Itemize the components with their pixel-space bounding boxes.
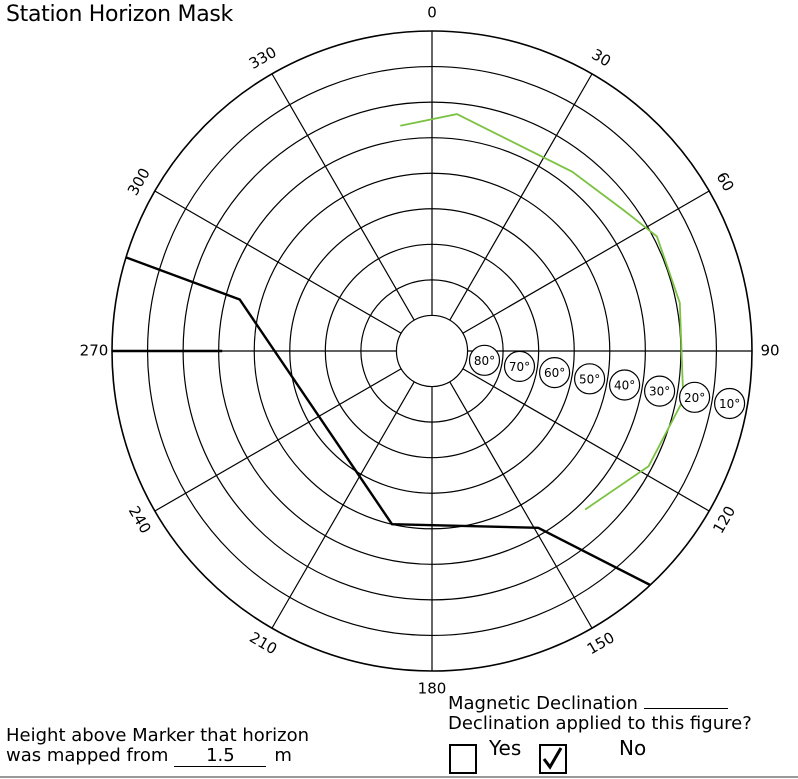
elevation-label-10: 10° [713, 387, 746, 420]
azimuth-label-180: 180 [418, 680, 447, 698]
elevation-label-80: 80° [468, 344, 501, 376]
azimuth-label-0: 0 [427, 4, 437, 22]
azimuth-label-240: 240 [125, 503, 155, 537]
horizon-trace-1 [400, 113, 685, 511]
azimuth-label-270: 270 [80, 342, 109, 360]
elevation-badge [573, 363, 606, 395]
bottom-divider [0, 776, 798, 778]
ring-el-80 [395, 314, 469, 388]
height-value-field[interactable]: 1.5 [174, 746, 267, 767]
yes-checkbox[interactable] [449, 744, 477, 774]
elevation-badge-text: 10° [719, 397, 740, 411]
declination-block: Magnetic Declination Declination applied… [448, 694, 752, 734]
elevation-badge-text: 30° [649, 385, 670, 399]
azimuth-label-300: 300 [124, 165, 154, 199]
horizon-traces [112, 113, 685, 587]
yes-label: Yes [489, 736, 522, 760]
elevation-label-30: 30° [643, 375, 676, 407]
declination-applied-question: Declination applied to this figure? [448, 713, 752, 734]
spoke-210 [271, 381, 415, 629]
elevation-badge [643, 375, 676, 407]
elevation-badge-text: 70° [509, 360, 530, 374]
magnetic-declination-blank[interactable] [643, 694, 728, 709]
azimuth-label-330: 330 [246, 43, 280, 73]
azimuth-label-210: 210 [246, 628, 280, 658]
declination-choices: Yes No [449, 736, 779, 774]
azimuth-label-90: 90 [760, 342, 779, 360]
elevation-badge-text: 50° [579, 372, 600, 386]
elevation-badge [713, 387, 746, 420]
azimuth-label-30: 30 [588, 45, 614, 70]
chart-title: Station Horizon Mask [6, 2, 233, 27]
no-checkbox[interactable] [539, 744, 567, 774]
azimuth-label-60: 60 [713, 169, 738, 195]
elevation-badge-text: 60° [544, 366, 565, 380]
height-line1: Height above Marker that horizon [6, 725, 310, 746]
elevation-badge [608, 369, 641, 401]
height-prefix: was mapped from [6, 745, 169, 766]
spoke-240 [154, 368, 402, 512]
check-mark-icon [542, 747, 563, 770]
elevation-label-50: 50° [573, 363, 606, 395]
elevation-badge-text: 80° [474, 354, 495, 368]
elevation-label-20: 20° [678, 381, 711, 413]
elevation-labels: 80° 70° 60° 50° 40° 30° 20° 10° [468, 344, 746, 420]
elevation-badge [468, 344, 501, 376]
elevation-badge-text: 40° [614, 379, 635, 393]
elevation-badge [678, 381, 711, 413]
elevation-badge-text: 20° [684, 391, 705, 405]
spoke-60 [462, 190, 710, 334]
spoke-300 [154, 190, 402, 334]
elevation-badge [503, 350, 536, 382]
azimuth-label-120: 120 [709, 503, 739, 537]
spoke-330 [271, 73, 415, 321]
height-above-marker: Height above Marker that horizon was map… [6, 726, 309, 767]
spoke-150 [449, 381, 593, 629]
no-label: No [619, 736, 647, 760]
horizon-trace-0 [125, 256, 651, 587]
elevation-label-70: 70° [503, 350, 536, 382]
magnetic-declination-label: Magnetic Declination [448, 693, 638, 714]
azimuth-label-150: 150 [584, 628, 618, 658]
elevation-label-60: 60° [538, 357, 571, 389]
elevation-badge [538, 357, 571, 389]
elevation-label-40: 40° [608, 369, 641, 401]
height-unit: m [274, 745, 292, 766]
horizon-polar-plot: 80° 70° 60° 50° 40° 30° 20° 10° 0 30 60 90 120 150 18… [80, 4, 780, 698]
spoke-30 [449, 73, 593, 321]
spoke-120 [462, 368, 710, 512]
